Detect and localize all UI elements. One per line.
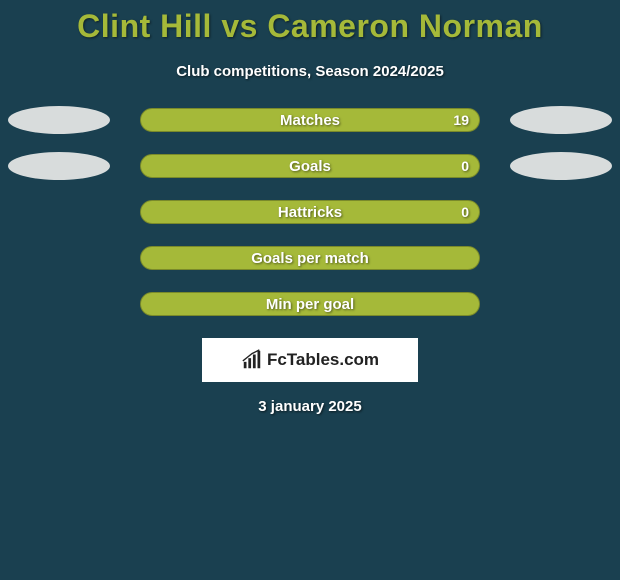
stat-row: Min per goal [0,292,620,316]
comparison-widget: Clint Hill vs Cameron Norman Club compet… [0,0,620,415]
stat-label: Matches [280,112,340,129]
left-ellipse [8,106,110,134]
logo-box[interactable]: FcTables.com [202,338,418,382]
stat-value: 19 [453,112,469,128]
stat-label: Min per goal [266,296,354,313]
subtitle: Club competitions, Season 2024/2025 [0,63,620,80]
left-ellipse [8,152,110,180]
stat-value: 0 [461,158,469,174]
stat-bar: Matches 19 [140,108,480,132]
stat-bar: Goals per match [140,246,480,270]
right-ellipse [510,152,612,180]
date-label: 3 january 2025 [0,398,620,415]
stat-row: Goals per match [0,246,620,270]
stat-bar: Hattricks 0 [140,200,480,224]
stat-row: Goals 0 [0,154,620,178]
right-ellipse [510,106,612,134]
stat-row: Hattricks 0 [0,200,620,224]
stat-bar: Goals 0 [140,154,480,178]
bar-chart-icon [241,349,263,371]
stat-label: Hattricks [278,204,342,221]
stat-bar: Min per goal [140,292,480,316]
stat-label: Goals per match [251,250,369,267]
stat-value: 0 [461,204,469,220]
logo-text: FcTables.com [267,350,379,370]
stat-label: Goals [289,158,331,175]
stat-row: Matches 19 [0,108,620,132]
stats-list: Matches 19 Goals 0 Hattricks 0 [0,108,620,316]
page-title: Clint Hill vs Cameron Norman [0,8,620,45]
